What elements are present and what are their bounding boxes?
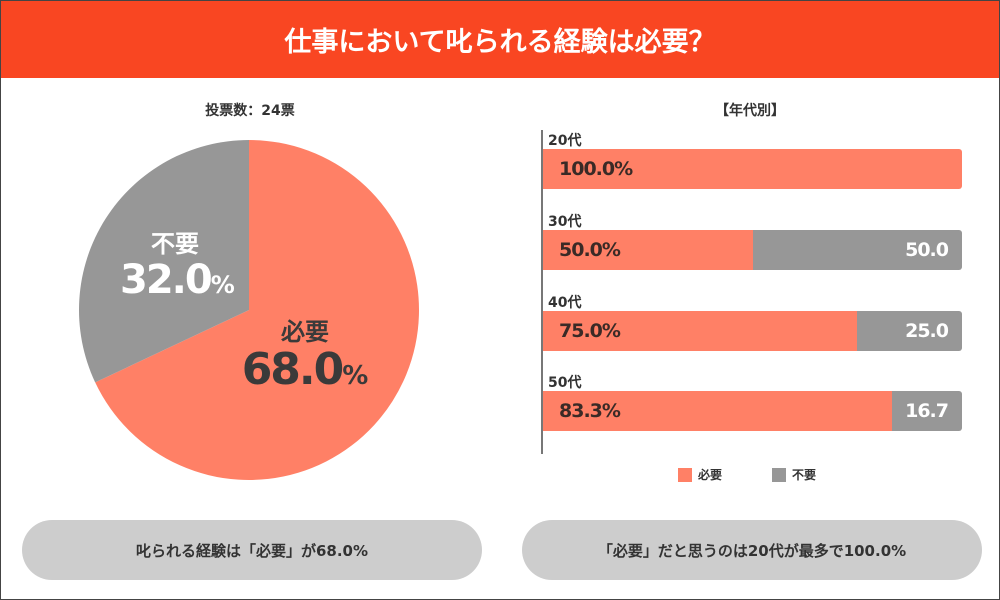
summary-right: 「必要」だと思うのは20代が最多で100.0% [522, 520, 982, 580]
category-label: 20代 [548, 133, 582, 149]
legend-item-necessary: 必要 [678, 466, 722, 483]
pie-chart [78, 140, 420, 480]
pie-slice-unnecessary [78, 140, 250, 383]
bar-segment-necessary: 75.0% [543, 311, 858, 351]
slice-value: 68.0 [241, 344, 345, 395]
legend-label: 不要 [792, 468, 817, 482]
legend-swatch [772, 467, 787, 482]
slice-value: 32.0 [120, 257, 213, 303]
vote-count: 投票数：24票 [205, 103, 295, 119]
category-label: 40代 [548, 295, 582, 311]
category-label: 50代 [548, 375, 582, 391]
bar-segment-necessary: 100.0% [543, 149, 962, 189]
legend-item-unnecessary: 不要 [772, 466, 816, 483]
legend-label: 必要 [698, 468, 723, 482]
slice-unit: % [210, 271, 235, 299]
stacked-bar: 83.3% 16.7 [543, 391, 962, 431]
pie-label-necessary: 必要 68.0% [240, 320, 370, 392]
category-label: 30代 [548, 214, 582, 230]
legend: 必要 不要 [678, 466, 816, 483]
legend-swatch [678, 467, 692, 482]
bar-row: 20代 100.0% [541, 130, 962, 212]
slice-name: 必要 [281, 318, 329, 346]
slice-name: 不要 [151, 230, 199, 258]
pie-label-unnecessary: 不要 32.0% [120, 230, 235, 303]
bar-chart-title: 【年代別】 [715, 103, 785, 119]
bar-row: 30代 50.0% 50.0 [541, 211, 962, 293]
stacked-bar: 75.0% 25.0 [543, 311, 962, 351]
slice-unit: % [342, 361, 369, 391]
bar-row: 50代 83.3% 16.7 [541, 372, 962, 454]
page-title: 仕事において叱られる経験は必要？ [1, 1, 999, 78]
bar-segment-unnecessary: 50.0 [752, 230, 962, 270]
bar-row: 40代 75.0% 25.0 [541, 292, 962, 374]
bar-segment-unnecessary: 16.7 [892, 391, 962, 431]
summary-left: 叱られる経験は「必要」が68.0% [22, 520, 482, 580]
pie-slice-necessary [95, 140, 420, 480]
stacked-bar: 50.0% 50.0 [543, 230, 962, 270]
bar-segment-necessary: 50.0% [543, 230, 753, 270]
bar-segment-unnecessary: 25.0 [857, 311, 962, 351]
bar-segment-necessary: 83.3% [543, 391, 893, 431]
stacked-bar: 100.0% [543, 149, 962, 189]
